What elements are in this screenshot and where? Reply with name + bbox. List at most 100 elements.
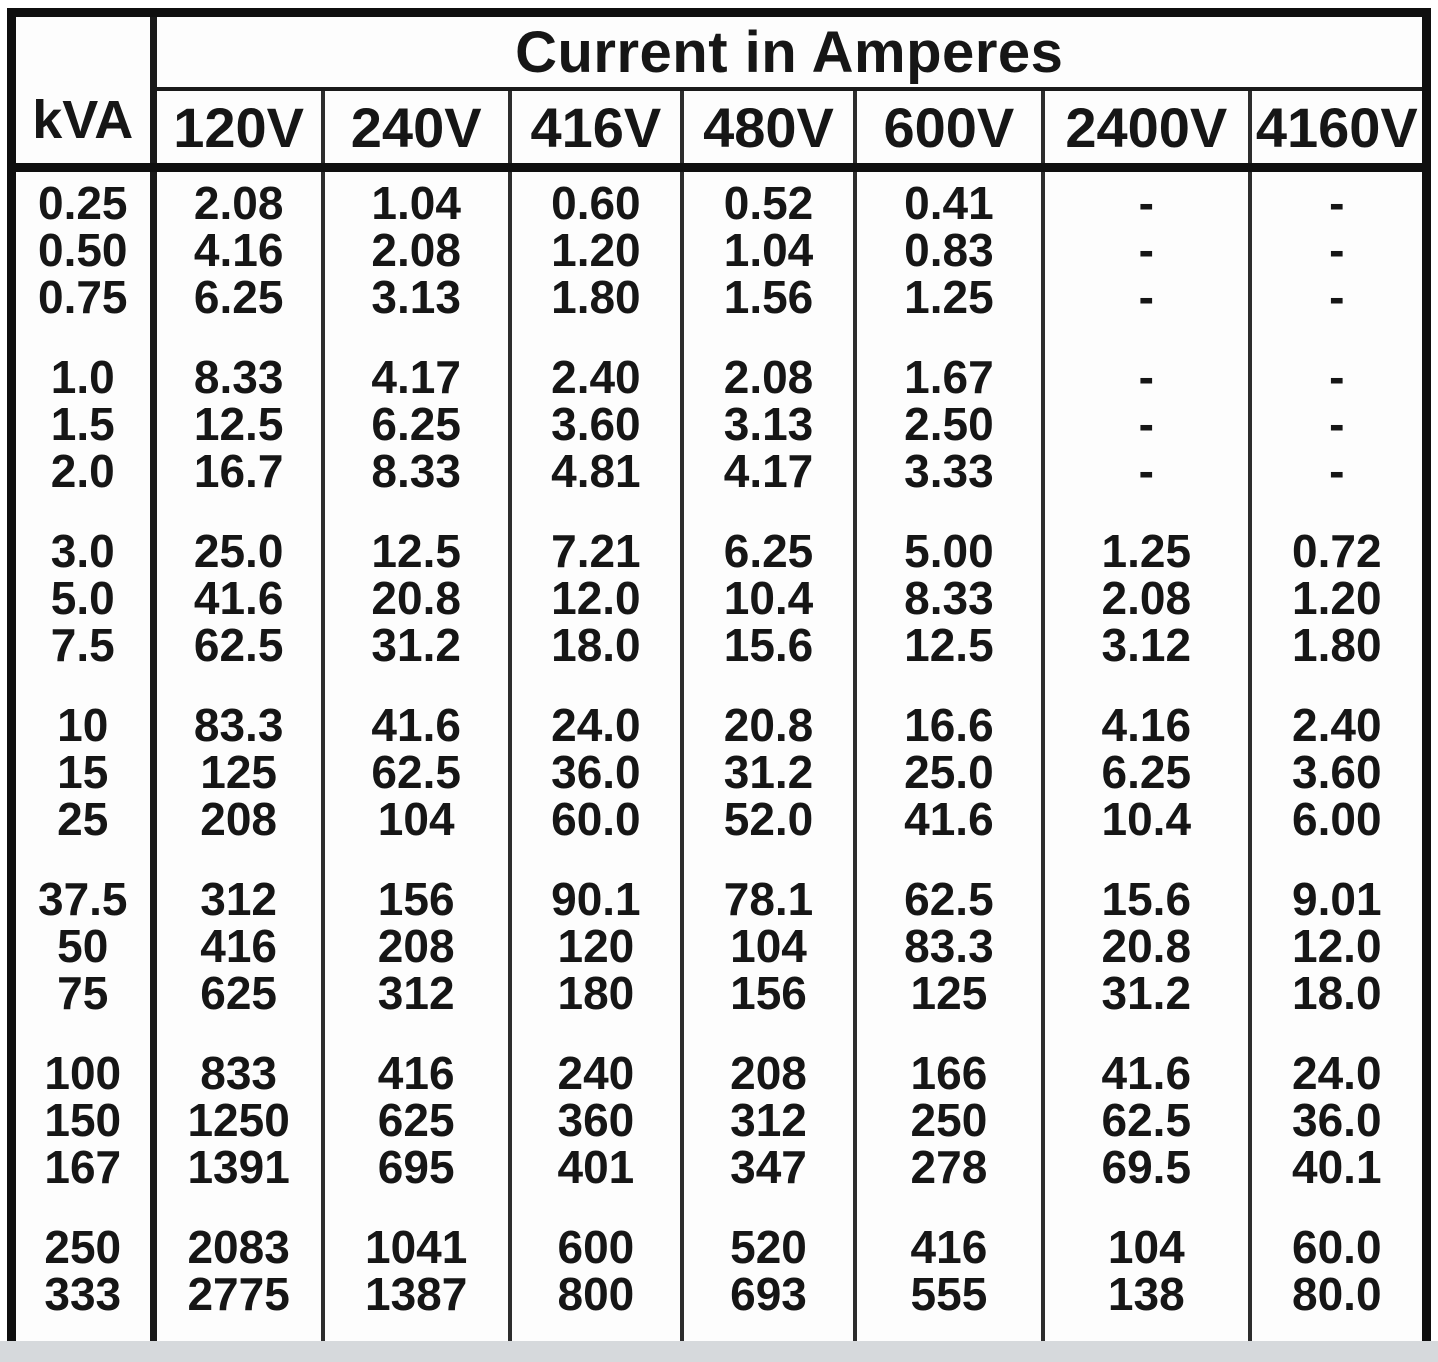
amperes-cell: 15.6 <box>1043 875 1252 923</box>
amperes-cell: 2.08 <box>682 353 857 401</box>
amperes-cell: 520 <box>682 1223 857 1271</box>
group-gap <box>11 668 1427 702</box>
amperes-cell: 31.2 <box>322 621 512 669</box>
title-row: kVA Current in Amperes <box>11 12 1427 172</box>
amperes-cell: 0.72 <box>1292 527 1382 575</box>
bottom-strip <box>0 1341 1438 1362</box>
amperes-cell: 24.0 <box>1292 1049 1382 1097</box>
table-row: 75 625 312 180 156 125 31.2 18.0 <box>11 969 1427 1017</box>
amperes-cell: 40.1 <box>1292 1143 1382 1191</box>
amperes-cell: 60.0 <box>509 795 685 843</box>
table-row: 5.0 41.6 20.8 12.0 10.4 8.33 2.08 1.20 <box>11 574 1427 622</box>
amperes-cell: 80.0 <box>1292 1270 1382 1318</box>
table-row: 0.75 6.25 3.13 1.80 1.56 1.25- - <box>11 273 1427 321</box>
kva-current-table: kVA Current in Amperes 120V 240V 416V 480V 6… <box>7 8 1431 1362</box>
amperes-cell: 1391 <box>153 1143 325 1191</box>
top-padding <box>11 167 1427 180</box>
amperes-cell: 18.0 <box>1292 969 1382 1017</box>
amperes-cell: 800 <box>509 1270 685 1318</box>
amperes-cell: 6.25 <box>682 527 857 575</box>
amperes-cell: 120 <box>509 922 685 970</box>
amperes-cell: 240 <box>509 1049 685 1097</box>
table-row: 7.5 62.5 31.2 18.0 15.6 12.5 3.12 1.80 <box>11 621 1427 669</box>
amperes-cell: 8.33 <box>322 447 512 495</box>
amperes-cell: 10.4 <box>682 574 857 622</box>
amperes-cell: 16.6 <box>854 701 1046 749</box>
amperes-cell: 36.0 <box>509 748 685 796</box>
amperes-cell: 5.00 <box>854 527 1046 575</box>
amperes-cell: 1.25 <box>1043 527 1252 575</box>
amperes-cell: 41.6 <box>854 795 1046 843</box>
amperes-cell: - <box>1043 447 1252 495</box>
amperes-cell: 4.17 <box>322 353 512 401</box>
amperes-cell: 25.0 <box>854 748 1046 796</box>
amperes-cell: - <box>1043 353 1252 401</box>
amperes-cell: - <box>1043 400 1252 448</box>
table-title: Current in Amperes <box>153 12 1427 91</box>
amperes-cell: 833 <box>153 1049 325 1097</box>
amperes-cell: 2.08 <box>322 226 512 274</box>
kva-cell: 150 <box>11 1096 157 1144</box>
amperes-cell: 3.13 <box>682 400 857 448</box>
kva-column-header: kVA <box>11 12 157 172</box>
amperes-cell: 3.60 <box>1292 748 1382 796</box>
table-row: 100 833 416 240 208 166 41.6 24.0 <box>11 1049 1427 1097</box>
amperes-cell: 1.04 <box>682 226 857 274</box>
amperes-cell: 695 <box>322 1143 512 1191</box>
amperes-cell: 2.40 <box>1292 701 1382 749</box>
kva-cell: 75 <box>11 969 157 1017</box>
column-header-416v: 416V <box>509 89 685 172</box>
amperes-cell: 3.33 <box>854 447 1046 495</box>
amperes-cell: 1.80 <box>509 273 685 321</box>
column-header-4160v: 4160V <box>1249 89 1427 172</box>
amperes-cell: 12.5 <box>322 527 512 575</box>
column-header-600v: 600V <box>854 89 1046 172</box>
page: kVA Current in Amperes 120V 240V 416V 480V 6… <box>0 8 1438 1362</box>
amperes-cell: 180 <box>509 969 685 1017</box>
amperes-cell: 625 <box>153 969 325 1017</box>
amperes-cell: 1.20 <box>509 226 685 274</box>
amperes-cell: 24.0 <box>509 701 685 749</box>
amperes-cell: - <box>1329 400 1345 448</box>
amperes-cell: - <box>1329 179 1345 227</box>
amperes-cell: 62.5 <box>854 875 1046 923</box>
amperes-cell: - <box>1043 179 1252 227</box>
table-row: 25 208 104 60.0 52.0 41.6 10.4 6.00 <box>11 795 1427 843</box>
table-row: 0.50 4.16 2.08 1.20 1.04 0.83- - <box>11 226 1427 274</box>
table-row: 1.0 8.33 4.17 2.40 2.08 1.67- - <box>11 353 1427 401</box>
kva-cell: 167 <box>11 1143 157 1191</box>
kva-cell: 250 <box>11 1223 157 1271</box>
amperes-cell: 6.25 <box>322 400 512 448</box>
amperes-cell: 3.13 <box>322 273 512 321</box>
amperes-cell: 52.0 <box>682 795 857 843</box>
column-header-2400v: 2400V <box>1043 89 1252 172</box>
amperes-cell: 156 <box>322 875 512 923</box>
amperes-cell: - <box>1329 273 1345 321</box>
amperes-cell: - <box>1329 353 1345 401</box>
amperes-cell: 600 <box>509 1223 685 1271</box>
amperes-cell: 312 <box>682 1096 857 1144</box>
table-row: 250 2083 1041 600 520 416 104 60.0 <box>11 1223 1427 1271</box>
amperes-cell: 2.08 <box>1043 574 1252 622</box>
amperes-cell: 416 <box>322 1049 512 1097</box>
amperes-cell: 2.40 <box>509 353 685 401</box>
amperes-cell: 41.6 <box>1043 1049 1252 1097</box>
amperes-cell: 4.81 <box>509 447 685 495</box>
amperes-cell: 312 <box>322 969 512 1017</box>
column-header-480v: 480V <box>682 89 857 172</box>
amperes-cell: 62.5 <box>153 621 325 669</box>
amperes-cell: 2.08 <box>153 179 325 227</box>
amperes-cell: 20.8 <box>322 574 512 622</box>
kva-cell: 3.0 <box>11 527 157 575</box>
amperes-cell: 20.8 <box>682 701 857 749</box>
kva-cell: 37.5 <box>11 875 157 923</box>
kva-cell: 15 <box>11 748 157 796</box>
amperes-cell: 555 <box>854 1270 1046 1318</box>
amperes-cell: 208 <box>682 1049 857 1097</box>
amperes-cell: 6.00 <box>1292 795 1382 843</box>
amperes-cell: 8.33 <box>854 574 1046 622</box>
amperes-cell: 1.25 <box>854 273 1046 321</box>
amperes-cell: 125 <box>153 748 325 796</box>
voltage-header-row: 120V 240V 416V 480V 600V 2400V 4160V <box>12 89 1427 172</box>
amperes-cell: 18.0 <box>509 621 685 669</box>
